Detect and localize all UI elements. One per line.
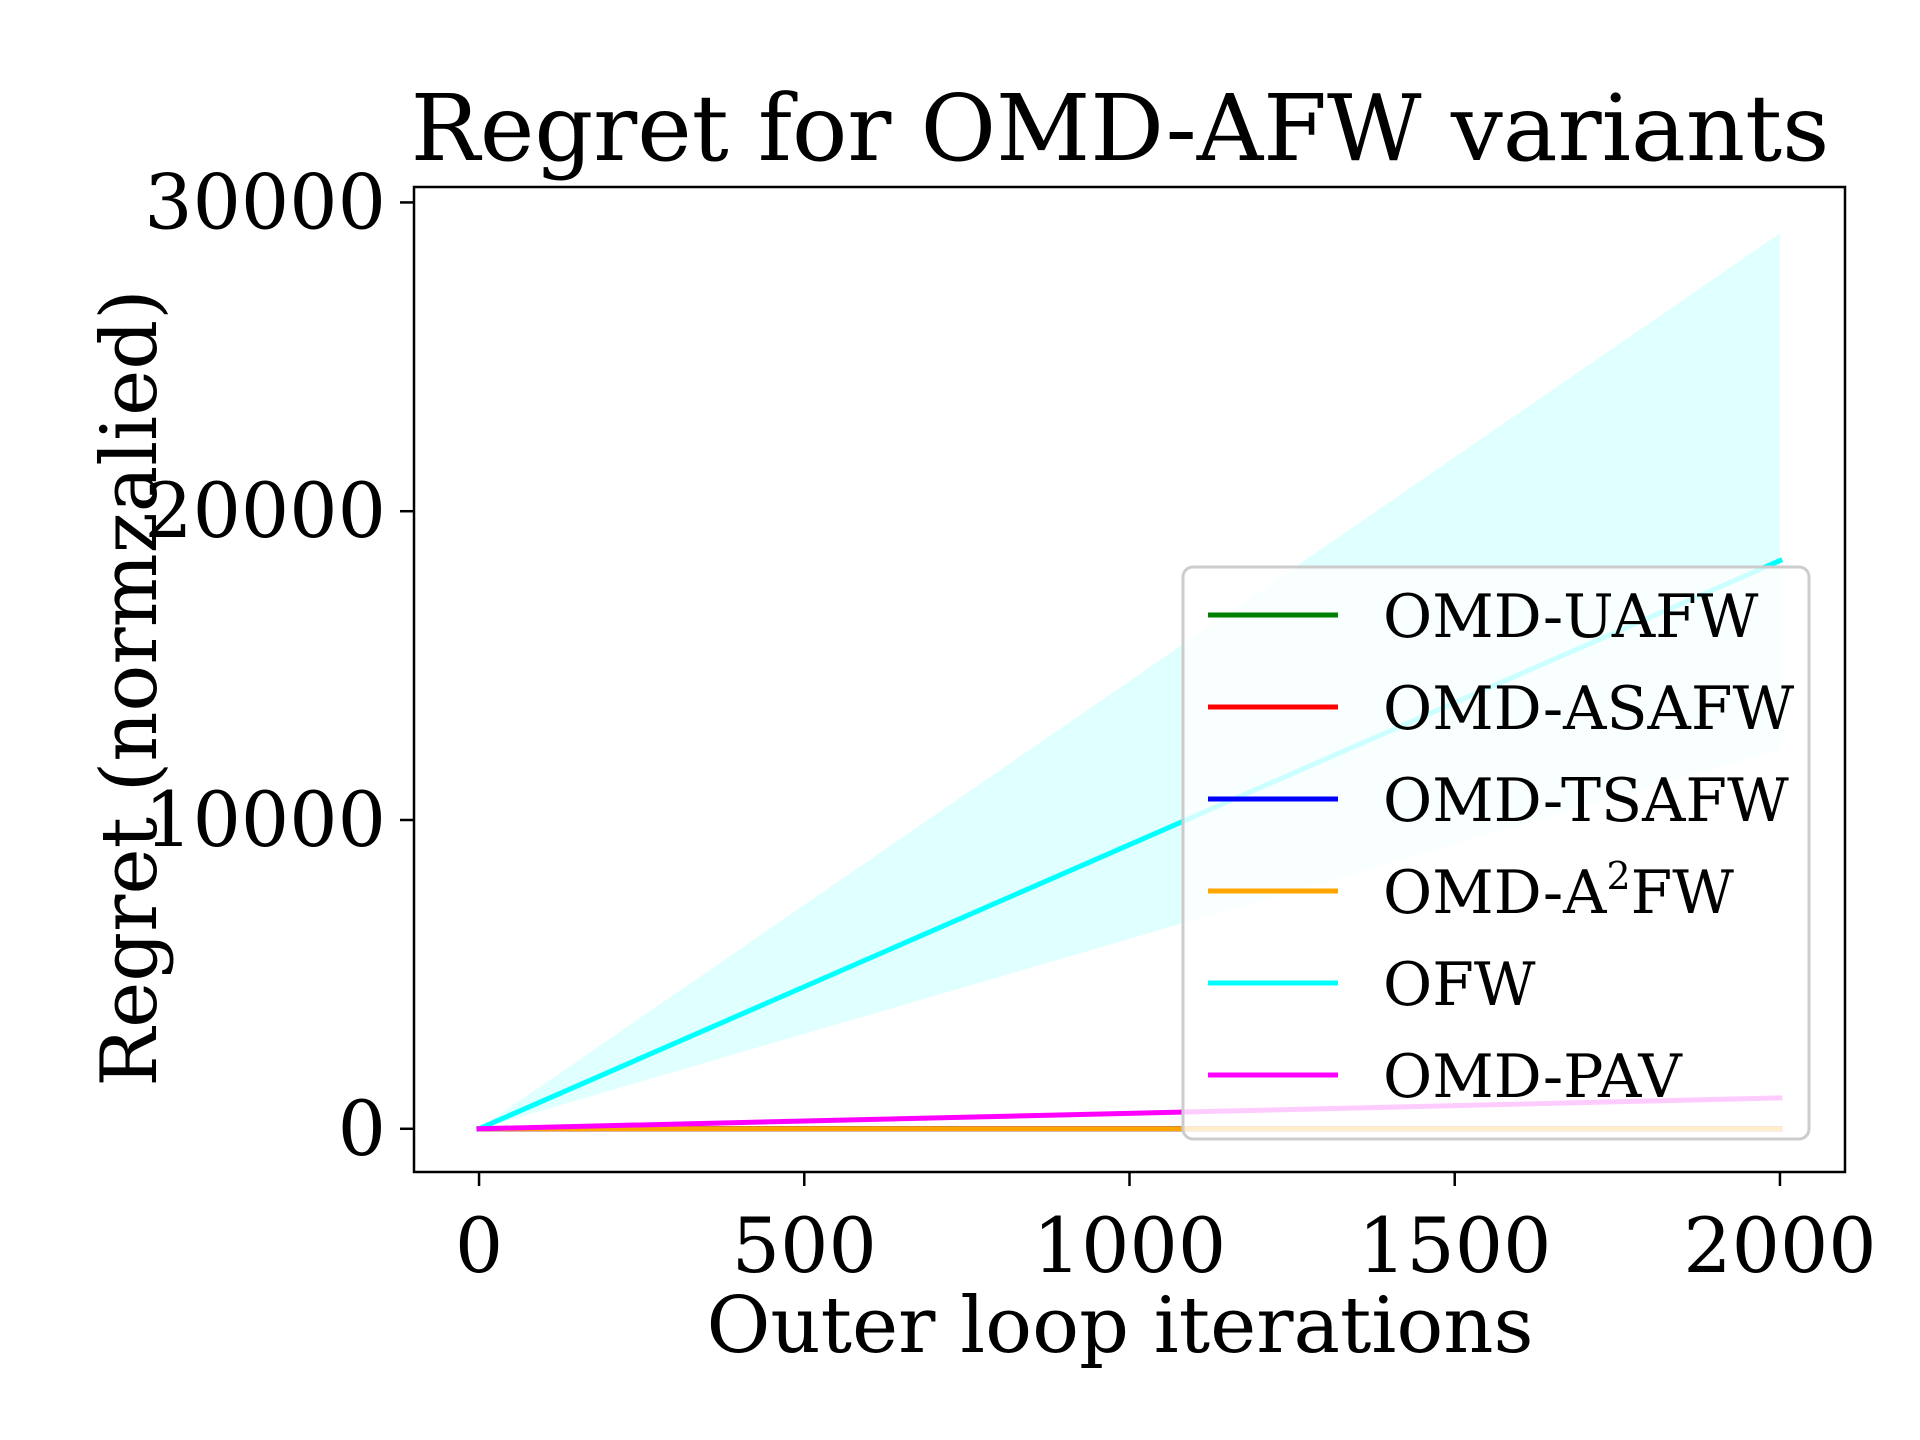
- legend-label: OMD-ASAFW: [1383, 674, 1795, 744]
- y-tick-label: 20000: [144, 466, 386, 555]
- legend-label: OMD-PAV: [1383, 1042, 1683, 1112]
- x-tick-label: 1500: [1358, 1201, 1551, 1290]
- y-tick-label: 0: [338, 1084, 386, 1173]
- x-tick-label: 1000: [1033, 1201, 1226, 1290]
- legend-label: OFW: [1383, 950, 1536, 1020]
- x-axis-label: Outer loop iterations: [706, 1281, 1533, 1371]
- legend-label: OMD-UAFW: [1383, 582, 1759, 652]
- legend-label: OMD-TSAFW: [1383, 766, 1789, 836]
- legend: OMD-UAFW OMD-ASAFW OMD-TSAFW OMD-A2FW OFW OMD…: [1181, 565, 1811, 1141]
- y-tick-label: 10000: [144, 775, 386, 864]
- legend-box: [1181, 565, 1811, 1141]
- x-tick-label: 2000: [1683, 1201, 1876, 1290]
- chart-title: Regret for OMD-AFW variants: [411, 75, 1830, 182]
- x-tick-label: 0: [455, 1201, 503, 1290]
- y-axis-label: Regret (normzalied): [85, 289, 175, 1086]
- legend-label: OMD-A2FW: [1383, 854, 1734, 928]
- y-tick-label: 30000: [144, 157, 386, 246]
- x-tick-label: 500: [732, 1201, 877, 1290]
